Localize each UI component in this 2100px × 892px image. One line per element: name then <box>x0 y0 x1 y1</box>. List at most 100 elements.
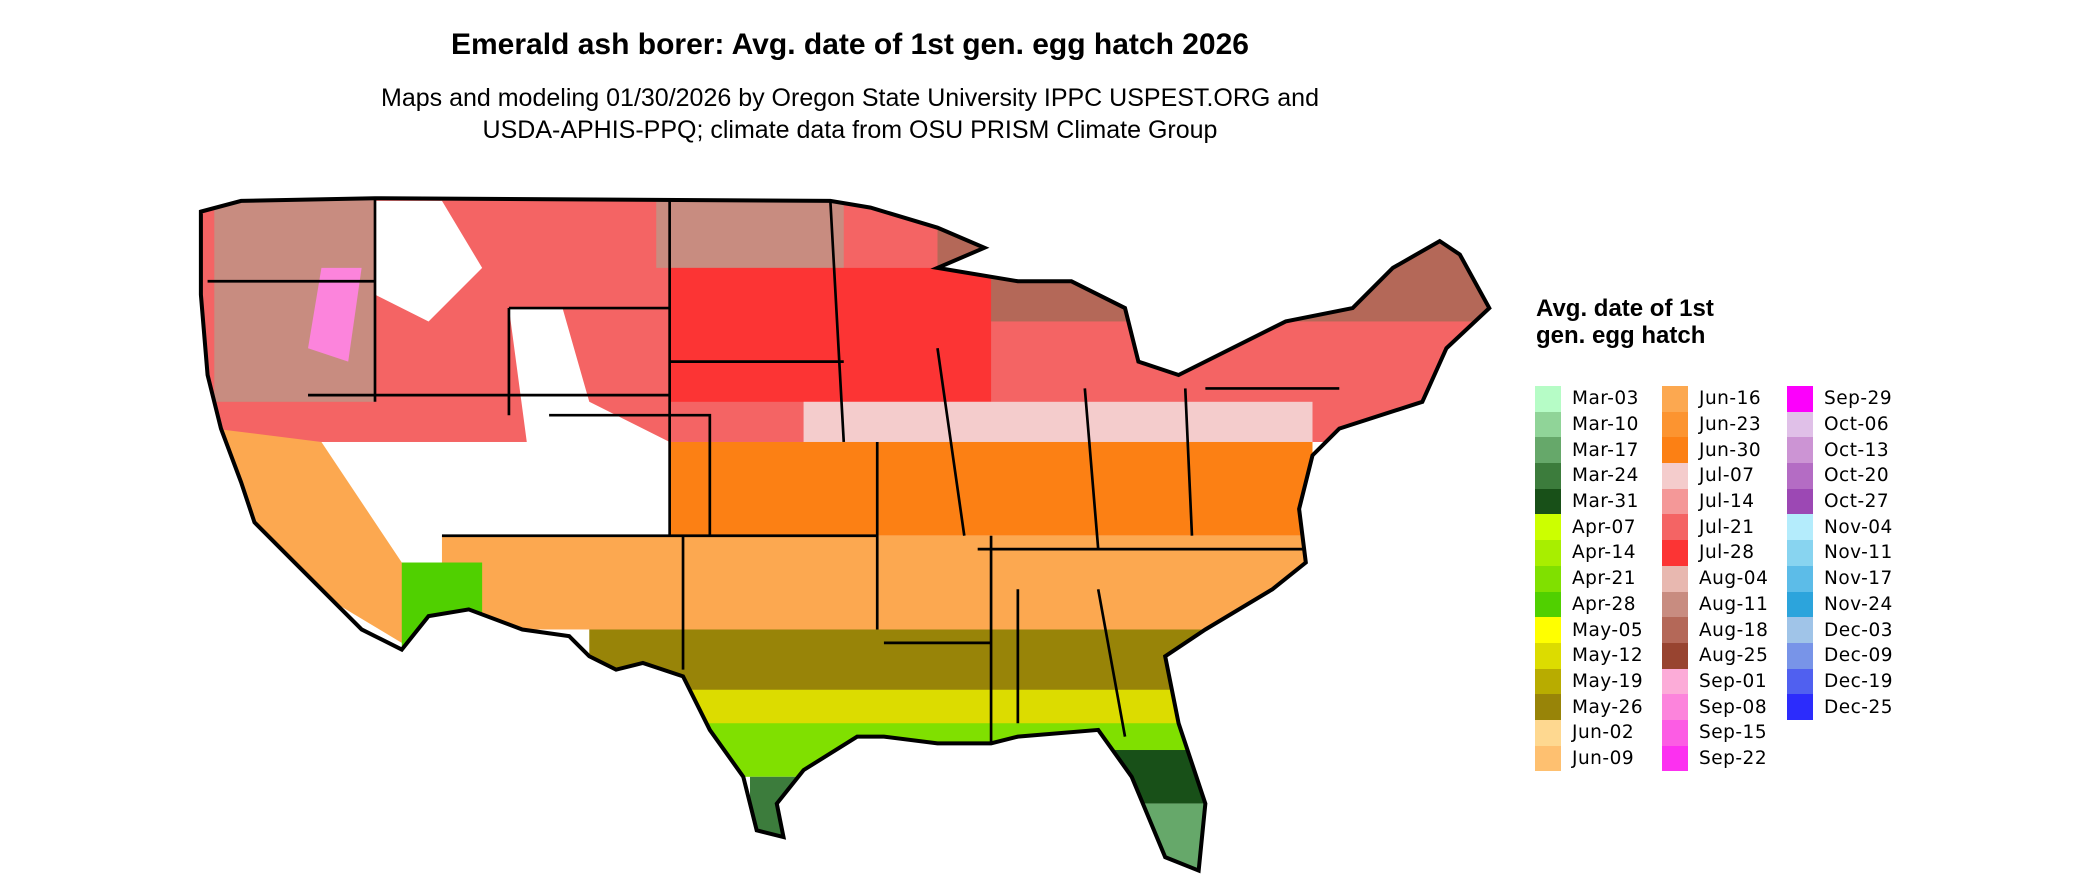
legend-swatch <box>1535 411 1561 438</box>
legend-label: Jul-14 <box>1699 491 1755 513</box>
legend-item: Jul-21 <box>1662 514 1768 541</box>
zone-sep-08 <box>308 267 362 362</box>
legend-item: Aug-04 <box>1662 565 1769 592</box>
legend-swatch <box>1535 514 1561 541</box>
legend-item: Oct-13 <box>1787 437 1893 464</box>
legend-swatch <box>1787 437 1813 464</box>
legend-item: Sep-15 <box>1662 719 1768 746</box>
legend-swatch <box>1787 463 1813 489</box>
legend-item: Dec-25 <box>1787 694 1893 720</box>
legend-swatch <box>1787 514 1813 541</box>
legend-swatch <box>1535 386 1561 412</box>
legend-swatch <box>1662 642 1688 669</box>
legend-swatch <box>1535 437 1561 464</box>
legend-item: Jul-07 <box>1662 463 1768 489</box>
legend-swatch <box>1535 694 1561 720</box>
legend-item: Aug-11 <box>1662 591 1768 618</box>
zone-may-26 <box>589 629 1340 697</box>
legend-swatch <box>1535 617 1561 643</box>
legend-item: Dec-03 <box>1787 617 1893 643</box>
legend-item: Sep-08 <box>1662 694 1768 720</box>
legend-swatch <box>1662 668 1688 695</box>
legend-item: Jul-28 <box>1662 540 1768 566</box>
legend-item: Dec-09 <box>1787 642 1893 669</box>
legend-swatch <box>1787 411 1813 438</box>
legend-item: Apr-28 <box>1535 591 1643 618</box>
legend-item: Nov-04 <box>1787 514 1893 541</box>
legend-column-1: Mar-03 Mar-10 Mar-17 Mar-24 Mar-31 Apr-07 Apr-… <box>1535 386 1644 772</box>
legend-item: Jun-09 <box>1535 745 1643 772</box>
legend-swatch <box>1787 591 1813 618</box>
map-title: Emerald ash borer: Avg. date of 1st gen.… <box>450 28 1249 61</box>
legend-label: Aug-04 <box>1699 568 1769 590</box>
legend-swatch <box>1787 386 1813 412</box>
legend-swatch <box>1535 668 1561 695</box>
legend-label: Oct-13 <box>1824 439 1890 461</box>
legend-swatch <box>1787 694 1813 720</box>
legend-swatch <box>1535 488 1561 515</box>
legend-swatch <box>1662 745 1688 772</box>
subtitle-line-1: Maps and modeling 01/30/2026 by Oregon S… <box>381 84 1319 112</box>
zone-jun-16-west <box>214 428 442 643</box>
legend-label: Dec-25 <box>1824 696 1894 718</box>
legend-label: Apr-07 <box>1572 516 1637 538</box>
legend-title: Avg. date of 1st gen. egg hatch <box>1536 295 1714 349</box>
subtitle-line-2: USDA-APHIS-PPQ; climate data from OSU PR… <box>482 116 1218 144</box>
zone-jun-30 <box>669 441 1313 536</box>
legend-label: Apr-21 <box>1572 568 1637 590</box>
legend-swatch <box>1662 488 1688 515</box>
legend-label: Apr-28 <box>1572 593 1637 615</box>
legend-swatch <box>1662 617 1688 643</box>
legend-label: Nov-04 <box>1824 516 1893 538</box>
legend-label: Jun-16 <box>1699 388 1762 410</box>
legend-item: Nov-24 <box>1787 591 1893 618</box>
legend-item: May-05 <box>1535 617 1643 643</box>
legend-label: Jul-07 <box>1699 465 1755 487</box>
legend-label: Jul-21 <box>1699 516 1755 538</box>
legend-label: Mar-17 <box>1572 439 1639 461</box>
legend-swatch <box>1535 591 1561 618</box>
legend-swatch <box>1535 565 1561 592</box>
legend-label: Oct-20 <box>1824 465 1890 487</box>
legend-label: Jun-09 <box>1572 747 1635 769</box>
legend-label: Mar-31 <box>1572 491 1639 513</box>
legend-item: Oct-06 <box>1787 411 1893 438</box>
legend-swatch <box>1662 514 1688 541</box>
legend-item: Jul-14 <box>1662 488 1768 515</box>
legend-swatch <box>1787 488 1813 515</box>
legend-item: Mar-31 <box>1535 488 1643 515</box>
legend-item: Nov-17 <box>1787 565 1893 592</box>
legend-swatch <box>1662 411 1688 438</box>
legend-item: Mar-17 <box>1535 437 1643 464</box>
legend-item: Jun-30 <box>1662 437 1768 464</box>
legend-item: Oct-20 <box>1787 463 1893 489</box>
legend-item: Mar-10 <box>1535 411 1643 438</box>
legend-column-3: Sep-29 Oct-06 Oct-13 Oct-20 Oct-27 Nov-04 Nov-… <box>1787 386 1893 720</box>
legend-label: Oct-27 <box>1824 491 1890 513</box>
legend-item: Apr-14 <box>1535 540 1643 566</box>
legend-label: Oct-06 <box>1824 414 1890 436</box>
legend-swatch <box>1787 617 1813 643</box>
legend-label: May-12 <box>1572 645 1644 667</box>
legend-label: Nov-17 <box>1824 568 1893 590</box>
legend-item: May-19 <box>1535 668 1643 695</box>
legend-swatch <box>1535 719 1561 746</box>
legend-label: May-05 <box>1572 619 1644 641</box>
legend-item: Nov-11 <box>1787 540 1893 566</box>
legend-swatch <box>1787 565 1813 592</box>
legend-item: May-12 <box>1535 642 1644 669</box>
state-borders <box>207 198 1340 744</box>
legend-item: Mar-03 <box>1535 386 1643 412</box>
legend-item: Aug-25 <box>1662 642 1768 669</box>
legend-label: Sep-08 <box>1699 696 1768 718</box>
legend-label: Jul-28 <box>1699 542 1755 564</box>
legend-item: Jun-16 <box>1662 386 1768 412</box>
legend-label: Sep-15 <box>1699 722 1768 744</box>
legend-item: Apr-07 <box>1535 514 1643 541</box>
zone-jun-16 <box>441 535 1326 630</box>
legend-swatch <box>1662 463 1688 489</box>
legend-item: Aug-18 <box>1662 617 1768 643</box>
legend-swatch <box>1662 719 1688 746</box>
